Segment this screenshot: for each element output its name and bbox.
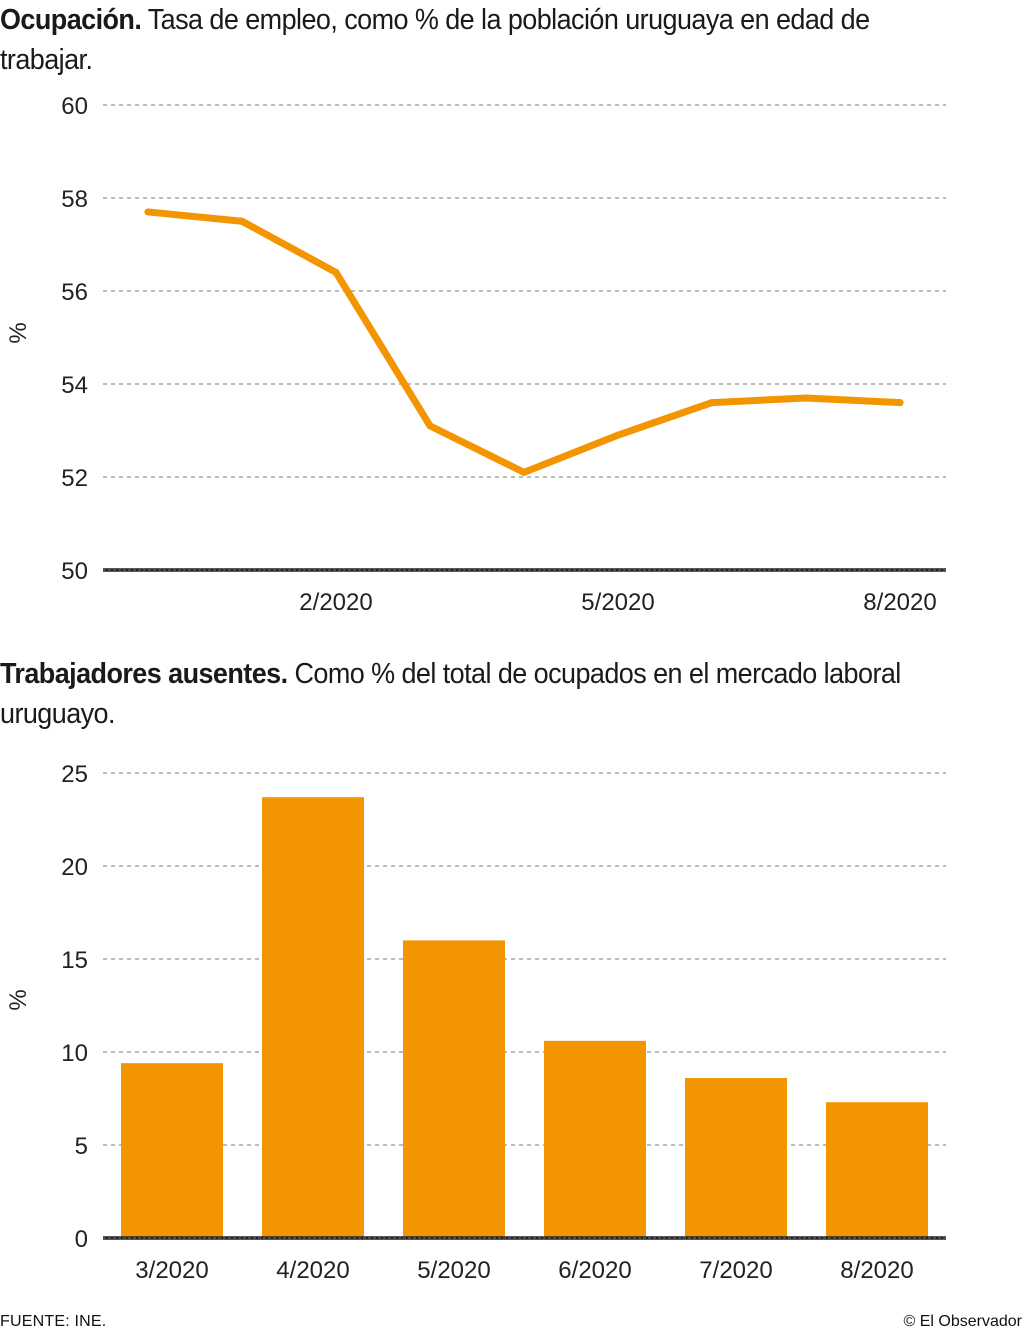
chart1-title-text: Tasa de empleo, como % de la población u… xyxy=(0,4,870,76)
y-tick-label: 56 xyxy=(61,279,88,306)
y-tick-label: 20 xyxy=(61,854,88,881)
data-point xyxy=(238,217,246,225)
y-tick-label: 10 xyxy=(61,1040,88,1067)
data-point xyxy=(332,268,340,276)
y-tick-label: 58 xyxy=(61,186,88,213)
absent-workers-bar-chart: 0 5 10 15 20 25% 3/2020 4/2020 5/2020 6/2020 7/202… xyxy=(5,761,946,1284)
data-point xyxy=(520,468,528,476)
y-tick-label: 54 xyxy=(61,372,88,399)
y-tick-label: 15 xyxy=(61,947,88,974)
y-axis-title: % xyxy=(5,322,32,343)
y-tick-label: 25 xyxy=(61,761,88,788)
x-tick-label: 4/2020 xyxy=(276,1257,349,1284)
chart2-title-text: Como % del total de ocupados en el merca… xyxy=(0,658,901,730)
data-point xyxy=(896,399,904,407)
x-tick-label: 7/2020 xyxy=(699,1257,772,1284)
bar xyxy=(826,1102,928,1238)
y-axis-title: % xyxy=(5,989,32,1010)
data-point xyxy=(614,431,622,439)
bar xyxy=(403,940,505,1238)
y-tick-label: 5 xyxy=(75,1133,88,1160)
bar xyxy=(685,1078,787,1238)
bar xyxy=(544,1040,646,1238)
y-tick-label: 52 xyxy=(61,465,88,492)
x-tick-label: 2/2020 xyxy=(299,589,372,616)
x-tick-label: 8/2020 xyxy=(863,589,936,616)
data-point xyxy=(802,394,810,402)
x-tick-label: 6/2020 xyxy=(558,1257,631,1284)
data-point xyxy=(144,208,152,216)
y-tick-label: 50 xyxy=(61,558,88,585)
chart2-title-bold: Trabajadores ausentes. xyxy=(0,658,288,690)
x-tick-label: 8/2020 xyxy=(840,1257,913,1284)
x-tick-label: 3/2020 xyxy=(135,1257,208,1284)
chart2-title: Trabajadores ausentes. Como % del total … xyxy=(0,654,930,734)
series-line xyxy=(144,208,904,476)
bar xyxy=(121,1063,223,1238)
chart1-title-bold: Ocupación. xyxy=(0,4,142,36)
bar xyxy=(262,797,364,1238)
employment-line-chart: 50 52 54 56 58 60% 2/2020 5/2020 8/2020 xyxy=(5,93,946,616)
data-point xyxy=(426,422,434,430)
copyright-credit: © El Observador xyxy=(903,1313,1023,1330)
x-tick-label: 5/2020 xyxy=(417,1257,490,1284)
x-tick-label: 5/2020 xyxy=(581,589,654,616)
y-tick-label: 60 xyxy=(61,93,88,120)
chart1-title: Ocupación. Tasa de empleo, como % de la … xyxy=(0,0,930,80)
source-note: FUENTE: INE. xyxy=(0,1313,107,1330)
y-tick-label: 0 xyxy=(75,1226,88,1253)
data-point xyxy=(708,399,716,407)
